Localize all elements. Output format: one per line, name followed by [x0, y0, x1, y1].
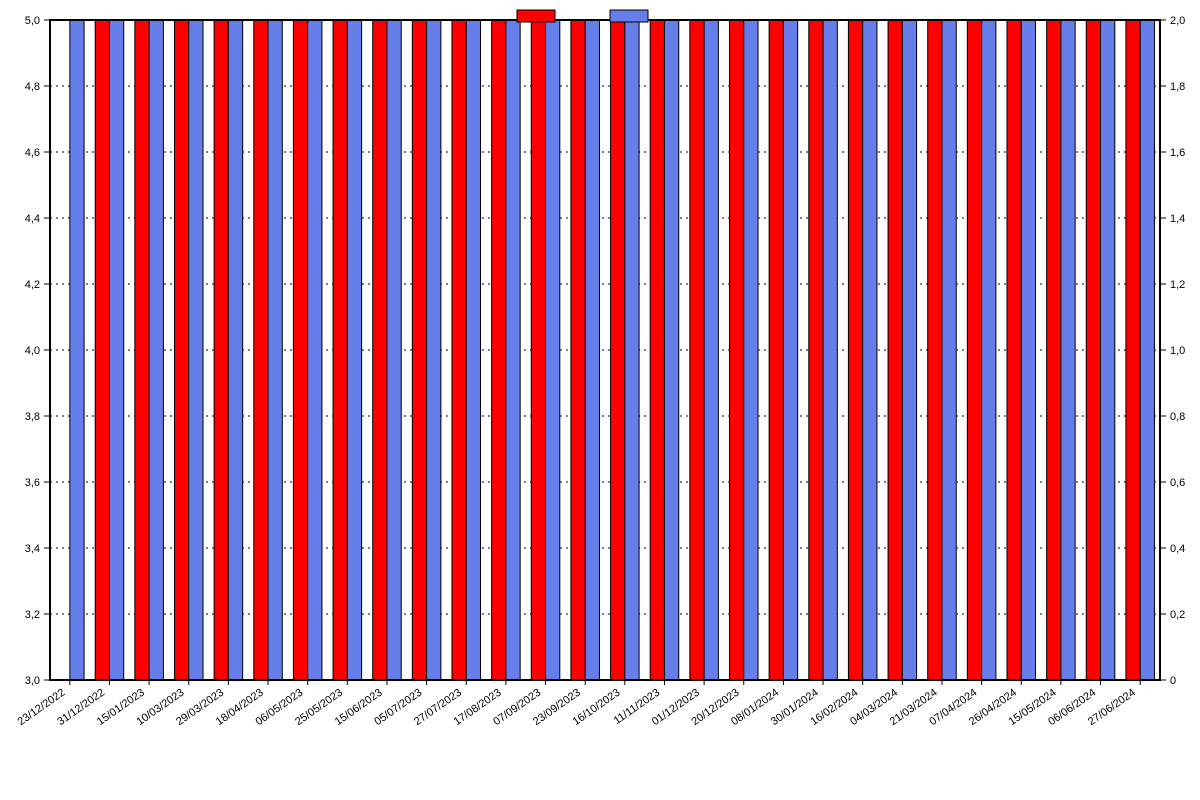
- y-right-tick-label: 0,2: [1170, 609, 1185, 621]
- bar-red: [492, 20, 506, 680]
- bar-blue: [546, 20, 560, 680]
- bar-blue: [466, 20, 480, 680]
- bar-blue: [744, 20, 758, 680]
- y-left-tick-label: 4,4: [25, 213, 40, 225]
- y-left-tick-label: 3,2: [25, 609, 40, 621]
- bar-red: [888, 20, 902, 680]
- bar-red: [174, 20, 188, 680]
- bar-red: [650, 20, 664, 680]
- y-right-tick-label: 0,6: [1170, 477, 1185, 489]
- y-right-tick-label: 0: [1170, 675, 1176, 687]
- bar-blue: [704, 20, 718, 680]
- y-left-tick-label: 4,8: [25, 81, 40, 93]
- bar-red: [967, 20, 981, 680]
- bar-blue: [427, 20, 441, 680]
- bar-blue: [1101, 20, 1115, 680]
- bar-red: [729, 20, 743, 680]
- bar-red: [254, 20, 268, 680]
- bar-red: [769, 20, 783, 680]
- bar-blue: [149, 20, 163, 680]
- bar-blue: [268, 20, 282, 680]
- y-right-tick-label: 1,0: [1170, 345, 1185, 357]
- bar-blue: [783, 20, 797, 680]
- y-right-tick-label: 1,2: [1170, 279, 1185, 291]
- bar-red: [412, 20, 426, 680]
- legend-swatch: [517, 10, 555, 22]
- bar-blue: [506, 20, 520, 680]
- bar-red: [1007, 20, 1021, 680]
- bar-red: [611, 20, 625, 680]
- bar-blue: [942, 20, 956, 680]
- y-left-tick-label: 5,0: [25, 15, 40, 27]
- y-right-tick-label: 1,4: [1170, 213, 1185, 225]
- bar-blue: [902, 20, 916, 680]
- bar-red: [1047, 20, 1061, 680]
- bar-blue: [982, 20, 996, 680]
- bar-red: [690, 20, 704, 680]
- bar-red: [571, 20, 585, 680]
- bar-red: [809, 20, 823, 680]
- y-right-tick-label: 1,8: [1170, 81, 1185, 93]
- bar-blue: [664, 20, 678, 680]
- bar-red: [928, 20, 942, 680]
- bar-blue: [625, 20, 639, 680]
- bar-red: [452, 20, 466, 680]
- y-left-tick-label: 4,0: [25, 345, 40, 357]
- bar-blue: [70, 20, 84, 680]
- y-right-tick-label: 1,6: [1170, 147, 1185, 159]
- bar-red: [1126, 20, 1140, 680]
- bar-red: [293, 20, 307, 680]
- bar-blue: [109, 20, 123, 680]
- bar-blue: [308, 20, 322, 680]
- bar-blue: [1061, 20, 1075, 680]
- bar-red: [373, 20, 387, 680]
- bar-red: [1086, 20, 1100, 680]
- bar-red: [95, 20, 109, 680]
- y-left-tick-label: 3,8: [25, 411, 40, 423]
- bar-red: [214, 20, 228, 680]
- bar-blue: [1021, 20, 1035, 680]
- bars-group: [70, 20, 1155, 680]
- bar-red: [135, 20, 149, 680]
- y-right-tick-label: 2,0: [1170, 15, 1185, 27]
- y-right-tick-label: 0,8: [1170, 411, 1185, 423]
- dual-axis-bar-chart: 3,0 3,2 3,4 3,6 3,8 4,0 4,2 4,4 4,6 4,8 5,0 0 0,2 0,4…: [0, 0, 1200, 800]
- bar-red: [333, 20, 347, 680]
- y-right-tick-label: 0,4: [1170, 543, 1185, 555]
- bar-blue: [189, 20, 203, 680]
- y-left-tick-label: 3,0: [25, 675, 40, 687]
- y-left-tick-label: 3,4: [25, 543, 40, 555]
- y-left-tick-label: 4,6: [25, 147, 40, 159]
- bar-blue: [863, 20, 877, 680]
- legend-swatch: [610, 10, 648, 22]
- bar-blue: [823, 20, 837, 680]
- bar-blue: [585, 20, 599, 680]
- bar-red: [848, 20, 862, 680]
- y-left-tick-label: 3,6: [25, 477, 40, 489]
- bar-red: [531, 20, 545, 680]
- bar-blue: [1140, 20, 1154, 680]
- bar-blue: [347, 20, 361, 680]
- bar-blue: [228, 20, 242, 680]
- bar-blue: [387, 20, 401, 680]
- y-left-tick-label: 4,2: [25, 279, 40, 291]
